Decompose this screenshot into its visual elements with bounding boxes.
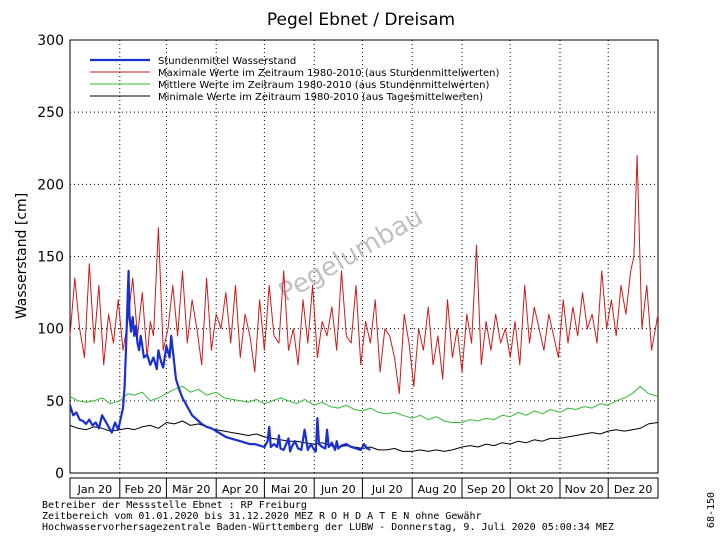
month-label: Dez 20 bbox=[614, 483, 653, 496]
legend-label: Stundenmittel Wasserstand bbox=[158, 56, 296, 67]
plot-frame bbox=[69, 39, 659, 474]
footer-publisher: Hochwasservorhersagezentrale Baden-Württ… bbox=[42, 522, 614, 533]
series-line-2 bbox=[69, 385, 659, 423]
month-label: Mär 20 bbox=[172, 483, 210, 496]
side-id: 68-150 bbox=[706, 492, 717, 528]
legend-label: Mittlere Werte im Zeitraum 1980-2010 (au… bbox=[158, 80, 489, 91]
y-tick-label: 150 bbox=[37, 250, 64, 266]
month-label: Nov 20 bbox=[565, 483, 604, 496]
legend-label: Maximale Werte im Zeitraum 1980-2010 (au… bbox=[158, 68, 500, 79]
month-label: Jun 20 bbox=[320, 483, 356, 496]
watermark: Pegelumbau bbox=[274, 202, 429, 309]
month-label: Feb 20 bbox=[125, 483, 162, 496]
month-label: Sep 20 bbox=[467, 483, 505, 496]
series-lines bbox=[68, 155, 659, 453]
month-label: Aug 20 bbox=[418, 483, 457, 496]
y-tick-label: 300 bbox=[37, 33, 64, 49]
month-label: Mai 20 bbox=[271, 483, 308, 496]
month-axis-labels: Jan 20 Feb 20 Mär 20 Apr 20 Mai 20 Jun 20 Jul … bbox=[77, 478, 653, 498]
month-label: Jan 20 bbox=[77, 483, 112, 496]
grid bbox=[70, 40, 658, 473]
chart-title: Pegel Ebnet / Dreisam bbox=[267, 10, 455, 30]
legend-label: Minimale Werte im Zeitraum 1980-2010 (au… bbox=[158, 92, 483, 103]
y-axis-ticks: 0 50 100 150 200 250 300 bbox=[37, 33, 64, 482]
series-line-1 bbox=[69, 155, 659, 395]
series-line-0 bbox=[68, 269, 371, 453]
month-label: Apr 20 bbox=[222, 483, 259, 496]
y-tick-label: 100 bbox=[37, 322, 64, 338]
footer-operator: Betreiber der Messstelle Ebnet : RP Frei… bbox=[42, 500, 307, 511]
series-line-3 bbox=[69, 420, 659, 452]
y-tick-label: 0 bbox=[55, 466, 64, 482]
y-tick-label: 50 bbox=[46, 394, 64, 410]
month-label: Okt 20 bbox=[517, 483, 554, 496]
footer-time-range: Zeitbereich vom 01.01.2020 bis 31.12.202… bbox=[42, 511, 482, 522]
y-tick-label: 250 bbox=[37, 105, 64, 121]
month-label: Jul 20 bbox=[371, 483, 403, 496]
y-axis-label: Wasserstand [cm] bbox=[14, 193, 30, 319]
month-axis-box bbox=[69, 477, 659, 499]
y-tick-label: 200 bbox=[37, 177, 64, 193]
